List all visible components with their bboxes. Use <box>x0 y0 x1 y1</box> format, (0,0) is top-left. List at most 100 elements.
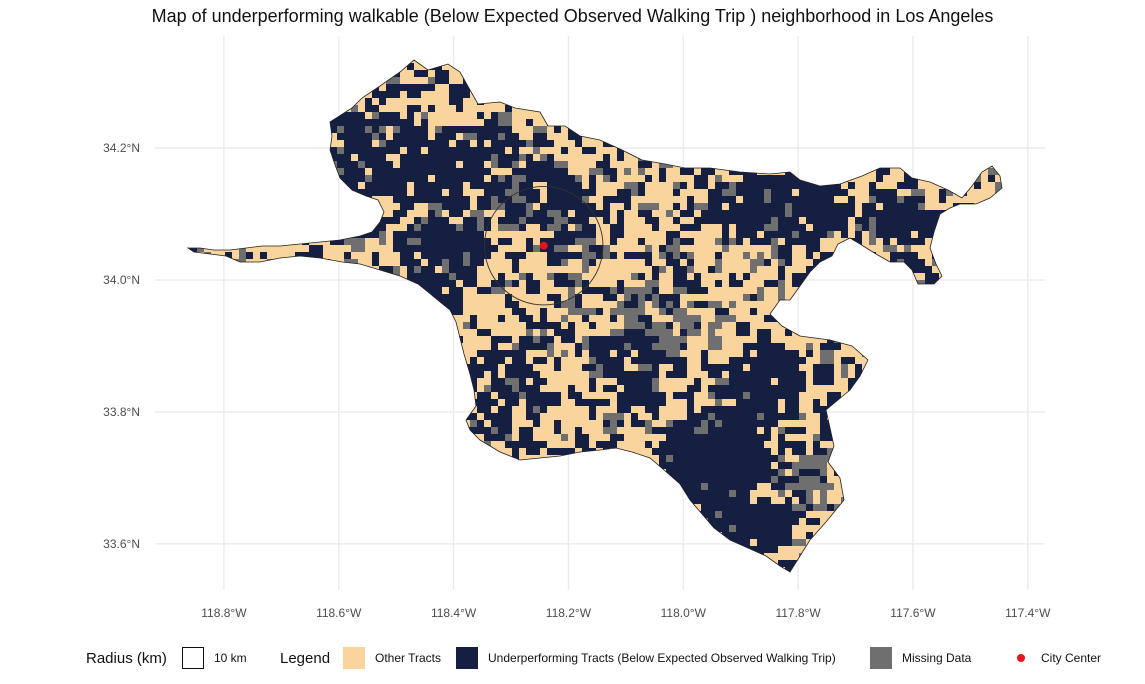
tract-cell <box>393 455 400 462</box>
tract-cell <box>526 98 540 105</box>
tract-cell <box>967 238 981 245</box>
tract-cell <box>904 546 911 553</box>
tract-cell <box>918 203 925 210</box>
tract-cell <box>911 504 918 511</box>
tract-cell <box>400 497 407 504</box>
tract-cell <box>582 511 589 518</box>
tract-cell <box>876 420 883 434</box>
tract-cell <box>855 434 862 441</box>
tract-cell <box>575 196 582 203</box>
tract-cell <box>925 385 932 392</box>
tract-cell <box>666 483 680 490</box>
tract-cell <box>638 119 645 126</box>
tract-cell <box>967 539 974 553</box>
tract-cell <box>925 91 932 105</box>
tract-cell <box>673 231 680 238</box>
tract-cell <box>365 343 379 350</box>
tract-cell <box>505 60 519 63</box>
tract-cell <box>302 119 309 133</box>
tract-cell <box>190 525 197 532</box>
other-tracts-label: Other Tracts <box>375 651 442 665</box>
tract-cell <box>253 287 260 294</box>
tract-cell <box>939 392 946 406</box>
tract-cell <box>225 378 232 392</box>
tract-cell <box>736 105 743 119</box>
tract-cell <box>365 476 372 490</box>
tract-cell <box>526 539 533 546</box>
tract-cell <box>547 343 554 357</box>
tract-cell <box>848 490 855 497</box>
tract-cell <box>925 273 939 280</box>
tract-cell <box>897 140 904 154</box>
tract-cell <box>512 175 526 182</box>
tract-cell <box>953 567 960 572</box>
tract-cell <box>708 448 715 455</box>
tract-cell <box>400 308 407 315</box>
tract-cell <box>806 98 813 105</box>
tract-cell <box>190 140 197 147</box>
tract-cell <box>365 364 372 371</box>
tract-cell <box>645 315 652 322</box>
tract-cell <box>351 518 358 532</box>
tract-cell <box>694 70 708 77</box>
tract-cell <box>253 217 267 224</box>
tract-cell <box>757 63 764 70</box>
tract-cell <box>932 455 946 462</box>
tract-cell <box>365 175 372 182</box>
tract-cell <box>694 315 701 322</box>
tract-cell <box>323 357 330 371</box>
tract-cell <box>351 60 365 63</box>
tract-cell <box>582 399 589 406</box>
tract-cell <box>302 518 309 525</box>
tract-cell <box>624 371 631 378</box>
tract-cell <box>673 273 687 287</box>
tract-cell <box>624 119 631 126</box>
tract-cell <box>421 560 428 567</box>
tract-cell <box>890 553 897 567</box>
tract-cell <box>568 448 575 455</box>
tract-cell <box>358 413 372 420</box>
tract-cell <box>666 539 680 553</box>
tract-cell <box>470 259 477 266</box>
tract-cell <box>512 399 519 406</box>
tract-cell <box>505 196 512 203</box>
tract-cell <box>722 560 729 572</box>
tract-cell <box>932 476 939 483</box>
tract-cell <box>421 245 428 252</box>
tract-cell <box>596 371 603 378</box>
tract-cell <box>211 399 218 406</box>
map-canvas[interactable]: 118.8°W 118.6°W 118.4°W 118.2°W 118.0°W 117.8… <box>0 0 1145 640</box>
tract-cell <box>575 504 582 518</box>
tract-cell <box>484 245 498 252</box>
tract-cell <box>820 497 827 504</box>
tract-cell <box>785 441 792 448</box>
tract-cell <box>638 182 645 189</box>
tract-cell <box>722 98 736 105</box>
tract-cell <box>449 161 456 168</box>
tract-cell <box>708 427 715 434</box>
tract-cell <box>883 560 897 567</box>
tract-cell <box>533 245 540 252</box>
tract-cell <box>442 168 449 175</box>
tract-cell <box>211 574 225 581</box>
tract-cell <box>806 203 813 210</box>
tract-cell <box>575 252 582 259</box>
tract-cell <box>505 252 512 259</box>
tract-cell <box>729 133 743 140</box>
tract-cell <box>575 294 582 308</box>
tract-cell <box>323 308 330 315</box>
tract-cell <box>1002 266 1009 280</box>
tract-cell <box>743 329 750 336</box>
tract-cell <box>561 245 568 252</box>
tract-cell <box>603 196 610 203</box>
tract-cell <box>211 539 225 546</box>
tract-cell <box>974 364 981 371</box>
tract-cell <box>316 133 323 140</box>
city-center-marker[interactable] <box>539 241 548 250</box>
tract-cell <box>260 497 267 504</box>
tract-cell <box>505 189 512 196</box>
tract-cell <box>309 154 316 161</box>
tract-cell <box>547 189 554 196</box>
tract-cell <box>239 518 246 525</box>
tract-cell <box>918 364 925 371</box>
